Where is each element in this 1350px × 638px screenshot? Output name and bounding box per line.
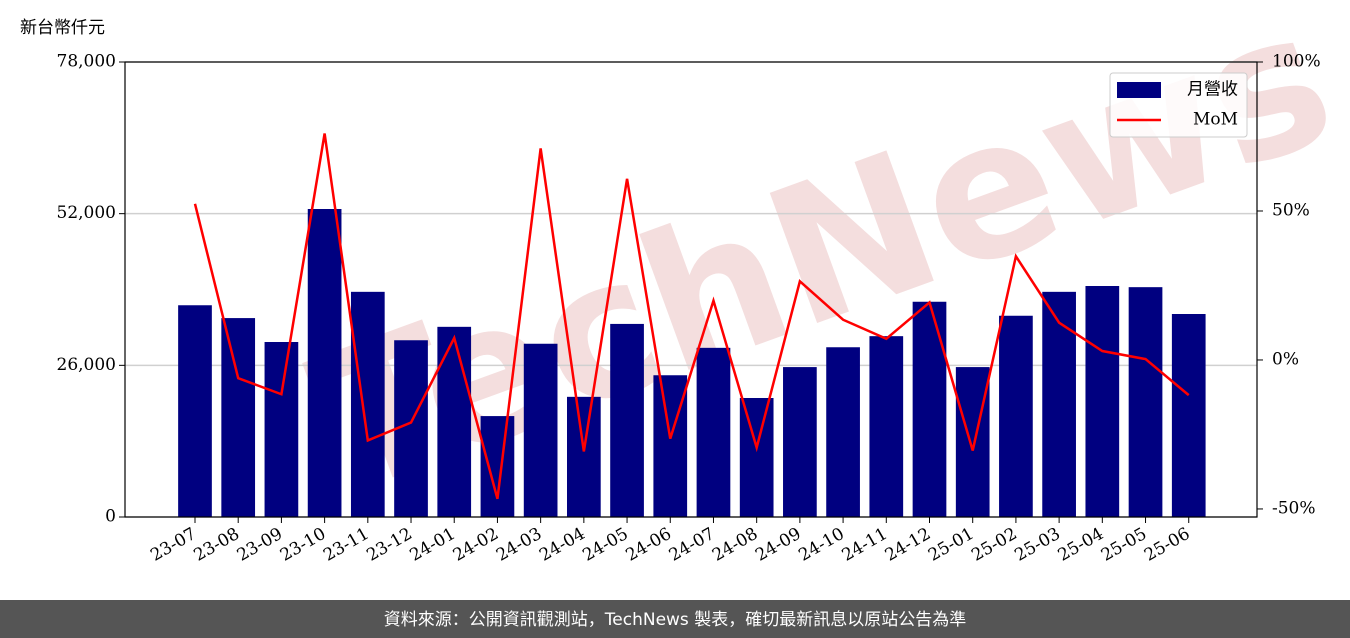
x-tick-label: 25-06 bbox=[1141, 524, 1193, 566]
y-tick-label: 26,000 bbox=[57, 355, 116, 375]
bar bbox=[696, 347, 731, 517]
bar bbox=[1128, 287, 1163, 517]
bar bbox=[653, 375, 688, 517]
bar bbox=[523, 343, 558, 517]
x-tick-label: 23-07 bbox=[147, 524, 199, 566]
y2-tick-label: 50% bbox=[1272, 200, 1310, 220]
y2-tick-label: 100% bbox=[1272, 52, 1321, 72]
y-tick-label: 78,000 bbox=[57, 52, 116, 72]
bar bbox=[437, 326, 472, 517]
bar bbox=[1042, 291, 1076, 517]
x-tick-label: 25-04 bbox=[1055, 524, 1107, 566]
bar bbox=[264, 342, 299, 517]
bar bbox=[307, 209, 342, 517]
x-tick-label: 24-12 bbox=[882, 524, 934, 566]
x-tick-label: 23-09 bbox=[234, 524, 286, 566]
bar bbox=[178, 305, 212, 517]
bar bbox=[394, 340, 428, 517]
plot-frame bbox=[124, 61, 1258, 518]
footer-bar bbox=[0, 600, 1350, 638]
bar bbox=[826, 347, 860, 517]
bar bbox=[912, 301, 947, 517]
bar bbox=[480, 416, 515, 517]
y2-tick-label: 0% bbox=[1272, 349, 1299, 369]
x-tick-label: 24-03 bbox=[493, 524, 545, 566]
x-tick-label: 24-07 bbox=[666, 524, 718, 566]
bar bbox=[221, 318, 256, 517]
footer: 資料來源：公開資訊觀測站，TechNews 製表，確切最新訊息以原站公告為準 bbox=[384, 610, 966, 630]
x-tick-label: 24-01 bbox=[407, 524, 459, 566]
x-tick-label: 25-03 bbox=[1011, 524, 1063, 566]
x-tick-label: 24-04 bbox=[536, 524, 588, 566]
y-tick-label: 52,000 bbox=[57, 203, 116, 223]
bar bbox=[610, 323, 644, 517]
y-axis-label: 新台幣仟元 bbox=[20, 18, 105, 38]
bar bbox=[350, 291, 385, 517]
bar bbox=[999, 315, 1033, 517]
bar bbox=[1171, 314, 1206, 517]
x-tick-label: 24-08 bbox=[709, 524, 761, 566]
bar bbox=[783, 367, 817, 517]
x-tick-label: 24-10 bbox=[795, 524, 847, 566]
legend-label: 月營收 bbox=[1187, 80, 1238, 100]
legend-swatch bbox=[1117, 82, 1161, 98]
bar bbox=[739, 398, 774, 517]
x-tick-label: 25-02 bbox=[968, 524, 1020, 566]
x-tick-label: 24-05 bbox=[579, 524, 631, 566]
bar bbox=[1085, 286, 1120, 517]
x-tick-label: 24-11 bbox=[839, 524, 891, 566]
x-tick-label: 23-10 bbox=[277, 524, 329, 566]
x-tick-label: 24-09 bbox=[752, 524, 804, 566]
x-tick-label: 23-11 bbox=[320, 524, 372, 566]
x-tick-label: 24-06 bbox=[623, 524, 675, 566]
bar bbox=[955, 367, 990, 517]
y-tick-label: 0 bbox=[105, 507, 116, 527]
x-tick-label: 25-01 bbox=[925, 524, 977, 566]
bar bbox=[566, 396, 601, 517]
y2-tick-label: -50% bbox=[1272, 498, 1316, 518]
legend-label: MoM bbox=[1193, 110, 1238, 130]
x-tick-label: 24-02 bbox=[450, 524, 502, 566]
bar bbox=[869, 336, 904, 517]
x-tick-label: 25-05 bbox=[1098, 524, 1150, 566]
line bbox=[193, 133, 1190, 500]
x-tick-label: 23-08 bbox=[191, 524, 243, 566]
